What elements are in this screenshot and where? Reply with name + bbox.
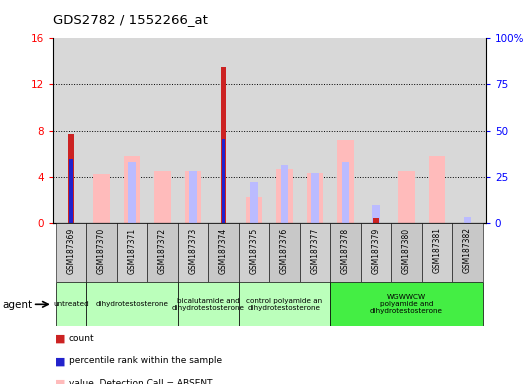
Bar xyxy=(330,223,361,282)
Text: GSM187370: GSM187370 xyxy=(97,227,106,274)
Text: ■: ■ xyxy=(55,379,66,384)
Bar xyxy=(185,171,202,223)
Bar xyxy=(361,223,391,282)
Bar xyxy=(342,162,350,223)
Text: dihydrotestosterone: dihydrotestosterone xyxy=(96,301,168,307)
Bar xyxy=(87,223,117,282)
Bar xyxy=(307,173,324,223)
Bar xyxy=(300,223,330,282)
Bar xyxy=(239,223,269,282)
Text: GSM187382: GSM187382 xyxy=(463,227,472,273)
Text: agent: agent xyxy=(3,300,33,310)
Text: ■: ■ xyxy=(55,334,66,344)
Text: GSM187373: GSM187373 xyxy=(188,227,197,274)
Text: bicalutamide and
dihydrotestosterone: bicalutamide and dihydrotestosterone xyxy=(172,298,245,311)
Bar xyxy=(464,217,472,223)
Bar xyxy=(246,197,262,223)
Bar xyxy=(372,205,380,223)
Bar xyxy=(147,223,178,282)
Bar xyxy=(330,282,483,326)
Text: count: count xyxy=(69,334,95,343)
Text: GSM187375: GSM187375 xyxy=(250,227,259,274)
Bar xyxy=(221,67,227,223)
Bar xyxy=(69,159,73,223)
Bar xyxy=(56,282,87,326)
Text: GSM187372: GSM187372 xyxy=(158,227,167,274)
Text: value, Detection Call = ABSENT: value, Detection Call = ABSENT xyxy=(69,379,212,384)
Bar xyxy=(429,156,445,223)
Bar xyxy=(269,223,300,282)
Text: percentile rank within the sample: percentile rank within the sample xyxy=(69,356,222,365)
Bar xyxy=(337,140,354,223)
Bar xyxy=(87,282,178,326)
Bar xyxy=(178,223,209,282)
Bar xyxy=(239,282,330,326)
Text: GSM187377: GSM187377 xyxy=(310,227,319,274)
Bar xyxy=(154,171,171,223)
Text: GSM187379: GSM187379 xyxy=(372,227,381,274)
Bar xyxy=(128,162,136,223)
Text: GSM187376: GSM187376 xyxy=(280,227,289,274)
Bar xyxy=(422,223,452,282)
Bar xyxy=(124,156,140,223)
Text: GDS2782 / 1552266_at: GDS2782 / 1552266_at xyxy=(53,13,208,26)
Bar xyxy=(189,171,197,223)
Bar xyxy=(276,169,293,223)
Text: GSM187371: GSM187371 xyxy=(128,227,137,274)
Text: GSM187378: GSM187378 xyxy=(341,227,350,274)
Text: ■: ■ xyxy=(55,356,66,366)
Text: control polyamide an
dihydrotestosterone: control polyamide an dihydrotestosterone xyxy=(247,298,323,311)
Text: WGWWCW
polyamide and
dihydrotestosterone: WGWWCW polyamide and dihydrotestosterone xyxy=(370,294,443,314)
Bar xyxy=(93,174,110,223)
Bar xyxy=(250,182,258,223)
Bar xyxy=(391,223,422,282)
Bar xyxy=(281,165,288,223)
Bar xyxy=(222,139,225,223)
Text: GSM187374: GSM187374 xyxy=(219,227,228,274)
Text: GSM187380: GSM187380 xyxy=(402,227,411,274)
Text: GSM187369: GSM187369 xyxy=(67,227,76,274)
Bar xyxy=(452,223,483,282)
Bar xyxy=(68,134,74,223)
Bar xyxy=(373,218,379,223)
Bar xyxy=(56,223,87,282)
Bar xyxy=(209,223,239,282)
Text: GSM187381: GSM187381 xyxy=(432,227,441,273)
Text: untreated: untreated xyxy=(53,301,89,307)
Bar xyxy=(311,173,319,223)
Bar xyxy=(398,171,415,223)
Bar xyxy=(117,223,147,282)
Bar xyxy=(178,282,239,326)
